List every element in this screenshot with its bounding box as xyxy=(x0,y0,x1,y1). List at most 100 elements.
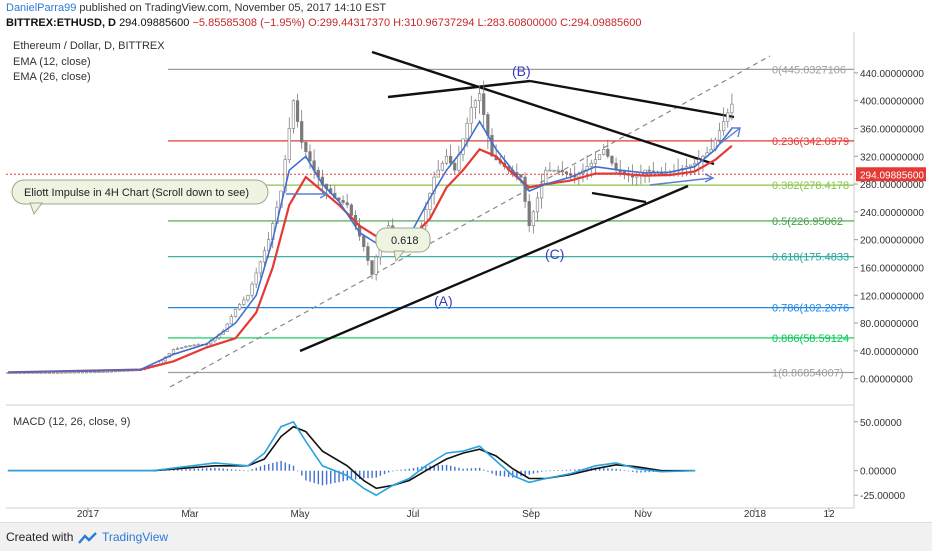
fib-level-label: 1(8.86854007) xyxy=(772,367,844,379)
histogram-bar xyxy=(259,466,262,471)
histogram-bar xyxy=(334,470,336,483)
tradingview-logo-icon[interactable] xyxy=(78,532,98,544)
candle-body xyxy=(556,169,560,172)
candle-body xyxy=(374,256,378,275)
candle-body xyxy=(440,162,444,171)
histogram-bar xyxy=(276,461,278,471)
time-tick-label: 2018 xyxy=(744,509,767,520)
histogram-bar xyxy=(325,470,328,485)
histogram-bar xyxy=(379,470,382,476)
candle-body xyxy=(366,246,370,261)
histogram-bar xyxy=(288,464,291,471)
macd-chart[interactable]: MACD (12, 26, close, 9) 50.00000 0.00000 -… xyxy=(0,404,932,522)
histogram-bar xyxy=(458,467,460,471)
histogram-bar xyxy=(301,470,303,476)
candle-body xyxy=(606,149,610,157)
histogram-bar xyxy=(619,469,622,471)
histogram-bar xyxy=(553,470,555,471)
candle-body xyxy=(523,176,527,202)
lower-wedge-line xyxy=(591,191,647,204)
histogram-bar xyxy=(363,470,365,479)
price-tick-label: 240.00000000 xyxy=(860,208,924,219)
histogram-bar xyxy=(640,470,642,473)
candle-body xyxy=(560,169,564,173)
fib-level-label: 0.886(58.59124 xyxy=(772,333,849,345)
tradingview-brand-link[interactable]: TradingView xyxy=(102,530,169,544)
price-tick-label: 200.00000000 xyxy=(860,236,924,247)
histogram-bar xyxy=(404,469,406,471)
candle-body xyxy=(730,103,734,114)
histogram-bar xyxy=(425,465,427,471)
price-tick-label: 0.00000000 xyxy=(860,375,913,386)
histogram-bar xyxy=(578,469,580,471)
price-tick-label: 360.00000000 xyxy=(860,124,924,135)
histogram-bar xyxy=(255,467,257,471)
candle-body xyxy=(64,371,68,374)
projection-arrow-2 xyxy=(715,127,741,148)
histogram-bar xyxy=(239,469,241,471)
candle-body xyxy=(89,371,93,374)
candle-body xyxy=(233,308,238,317)
fib-bubble-text: 0.618 xyxy=(391,235,419,247)
histogram-bar xyxy=(450,465,452,471)
resistance-trendline xyxy=(371,50,715,166)
candle-body xyxy=(544,169,548,185)
candle-body xyxy=(469,107,473,124)
candle-body xyxy=(80,371,85,374)
wave-b-line xyxy=(387,79,531,99)
histogram-bar xyxy=(623,470,626,471)
histogram-bar xyxy=(412,468,415,471)
candle-body xyxy=(341,199,345,203)
candle-body xyxy=(262,250,267,263)
candle-body xyxy=(72,371,76,374)
candle-body xyxy=(597,154,602,161)
histogram-bar xyxy=(615,468,617,471)
price-tick-label: 280.00000000 xyxy=(860,180,924,191)
trendlines xyxy=(169,50,771,388)
candle-body xyxy=(693,162,697,166)
callout-bubble: Eliott Impulse in 4H Chart (Scroll down … xyxy=(11,179,269,216)
price-change: −5.85585308 (−1.95%) xyxy=(192,17,306,29)
candle-body xyxy=(527,201,531,227)
histogram-bar xyxy=(474,468,477,471)
price-tick-label: 320.00000000 xyxy=(860,152,924,163)
candle-body xyxy=(229,316,233,325)
candle-body xyxy=(432,176,436,194)
candle-body xyxy=(717,130,722,141)
candle-body xyxy=(349,204,353,216)
histogram-bar xyxy=(359,470,361,480)
histogram-bar xyxy=(354,470,357,480)
histogram-bar xyxy=(648,470,650,473)
price-tick-label: 80.00000000 xyxy=(860,319,919,330)
time-axis: 2017 Mar May Jul Sep Nov 2018 12 xyxy=(77,508,835,520)
candle-body xyxy=(453,162,457,171)
price-chart[interactable]: 0(445.0327106 0.236(342.0979 0.382(278.417… xyxy=(0,32,932,404)
histogram-bar xyxy=(495,470,497,476)
histogram-bar xyxy=(574,469,576,471)
time-tick-label: Sep xyxy=(522,509,540,520)
author-link[interactable]: DanielParra99 xyxy=(6,2,77,14)
histogram-bar xyxy=(177,469,179,471)
fib-bubble: 0.618 xyxy=(375,227,431,263)
candle-body xyxy=(97,371,101,374)
histogram-bar xyxy=(408,468,411,471)
macd-axis-ticks: 50.00000 0.00000 -25.00000 xyxy=(854,418,905,502)
histogram-bar xyxy=(483,469,485,471)
candle-body xyxy=(93,371,97,374)
histogram-bar xyxy=(392,470,394,472)
time-tick-label: Mar xyxy=(181,509,199,520)
candle-body xyxy=(519,174,523,178)
upper-channel-line xyxy=(529,79,735,119)
time-tick-label: Jul xyxy=(407,509,420,520)
histogram-bar xyxy=(305,470,307,481)
candle-body xyxy=(258,261,262,274)
histogram-bar xyxy=(234,469,237,471)
candle-body xyxy=(246,294,250,301)
candle-body xyxy=(444,155,449,164)
symbol-line: BITTREX:ETHUSD, D 294.09885600 −5.855853… xyxy=(6,17,641,29)
candle-body xyxy=(304,142,308,152)
histogram-bar xyxy=(454,466,456,471)
histogram-bar xyxy=(400,469,402,471)
histogram-bar xyxy=(371,470,373,478)
candle-body xyxy=(610,155,614,164)
